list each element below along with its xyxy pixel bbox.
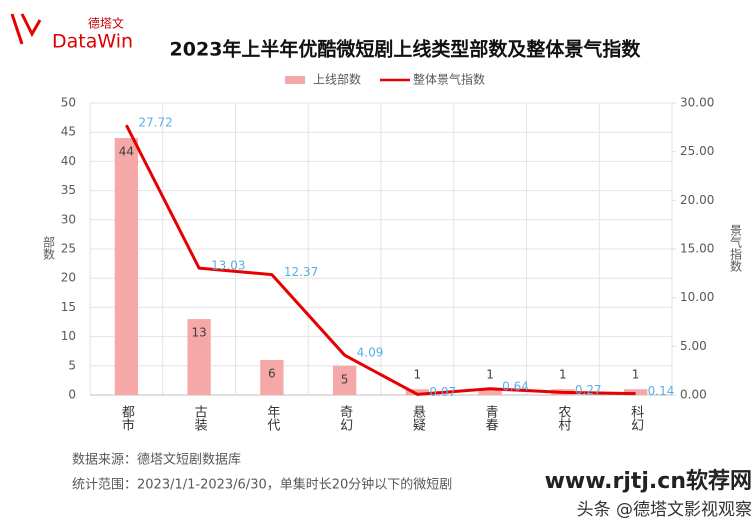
x-tick-label: 年代 — [264, 405, 280, 432]
line-value-label: 0.64 — [502, 379, 529, 393]
line-value-label: 0.27 — [575, 383, 602, 397]
bar — [623, 389, 648, 395]
logo-brand: DataWin — [52, 31, 133, 53]
bar — [187, 319, 211, 395]
bar-value-label: 13 — [191, 326, 206, 340]
note: 数据来源：德塔文短剧数据库 — [72, 452, 241, 468]
bar-value-label: 1 — [414, 368, 422, 382]
y2-tick-label: 5.00 — [680, 339, 707, 353]
y-tick-label: 0 — [68, 388, 76, 402]
y-tick-label: 45 — [61, 125, 76, 139]
line — [125, 124, 636, 396]
note: 统计范围：2023/1/1-2023/6/30，单集时长20分钟以下的微短剧 — [72, 477, 452, 493]
y2-tick-label: 10.00 — [680, 290, 714, 304]
y2-tick-label: 25.00 — [680, 144, 714, 158]
y-tick-label: 5 — [68, 358, 76, 372]
bar — [405, 389, 430, 395]
legend-swatch — [285, 76, 305, 84]
line-value-label: 13.03 — [211, 259, 245, 273]
bar-value-label: 44 — [119, 145, 134, 159]
bar-value-label: 6 — [268, 366, 276, 380]
line-value-label: 12.37 — [284, 265, 318, 279]
bar — [332, 365, 357, 395]
y-tick-label: 25 — [61, 242, 76, 256]
y2-tick-label: 30.00 — [680, 96, 714, 110]
bar — [478, 389, 502, 395]
bar — [260, 359, 284, 395]
y2-axis-title: 景气指数 — [729, 224, 743, 273]
y2-tick-label: 20.00 — [680, 193, 714, 207]
y-tick-label: 30 — [61, 212, 76, 226]
y-tick-label: 35 — [61, 183, 76, 197]
logo-name: 德塔文 — [88, 16, 124, 31]
line-value-label: 0.14 — [648, 384, 675, 398]
logo-mark — [10, 13, 42, 45]
watermark: www.rjtj.cn软荐网 — [545, 468, 752, 494]
y2-tick-label: 15.00 — [680, 242, 714, 256]
legend-label: 上线部数 — [313, 72, 361, 87]
y-tick-label: 40 — [61, 154, 76, 168]
y-tick-label: 50 — [61, 96, 76, 110]
x-tick-label: 农村 — [555, 405, 571, 431]
y-axis-title: 部数 — [42, 235, 56, 261]
line-value-label: 4.09 — [357, 346, 384, 360]
x-tick-label: 科幻 — [628, 405, 644, 431]
bar-value-label: 1 — [559, 368, 567, 382]
x-tick-label: 都市 — [119, 405, 135, 431]
x-tick-label: 悬疑 — [410, 405, 426, 432]
watermark: 头条 @德塔文影视观察 — [577, 500, 752, 520]
y-tick-label: 10 — [61, 329, 76, 343]
y2-tick-label: 0.00 — [680, 388, 707, 402]
bar-value-label: 1 — [486, 368, 494, 382]
chart-title: 2023年上半年优酷微短剧上线类型部数及整体景气指数 — [170, 38, 642, 61]
bar-value-label: 1 — [632, 368, 640, 382]
x-tick-label: 奇幻 — [337, 404, 353, 431]
x-tick-label: 古装 — [192, 405, 208, 431]
legend-label: 整体景气指数 — [413, 72, 485, 87]
y-tick-label: 15 — [61, 300, 76, 314]
line-value-label: 0.07 — [429, 385, 456, 399]
line-value-label: 27.72 — [138, 116, 172, 130]
bar-value-label: 5 — [341, 372, 349, 386]
x-tick-label: 青春 — [483, 405, 499, 431]
bar — [114, 138, 139, 396]
y-tick-label: 20 — [61, 271, 76, 285]
